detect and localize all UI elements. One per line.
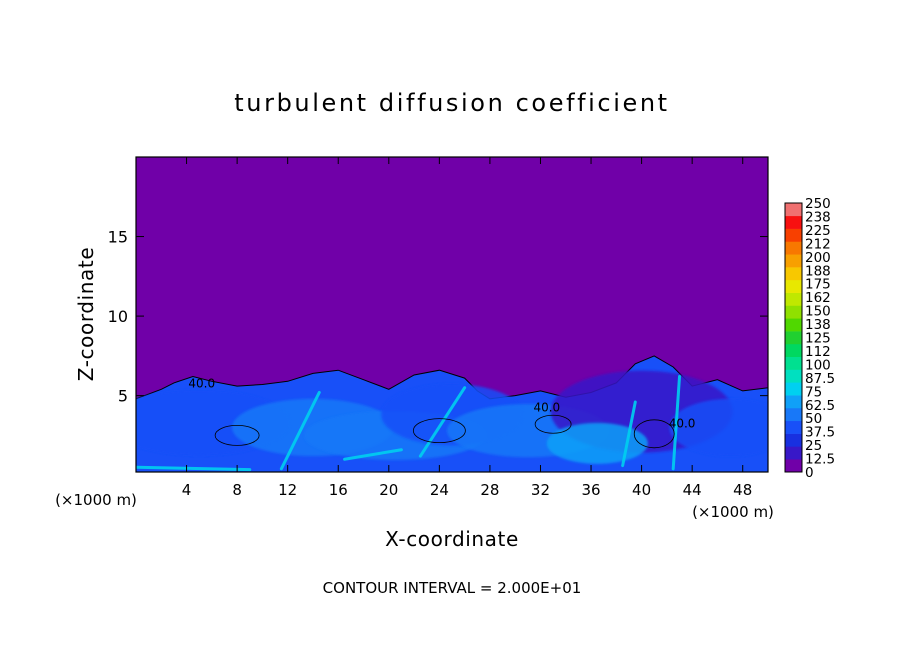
colorbar-swatch xyxy=(785,420,802,434)
colorbar-label: 50 xyxy=(805,411,822,427)
colorbar-swatch xyxy=(785,356,802,370)
colorbar-swatch xyxy=(785,395,802,409)
colorbar-swatch xyxy=(785,446,802,460)
y-tick-label: 15 xyxy=(108,228,128,247)
colorbar-label: 87.5 xyxy=(805,371,835,387)
colorbar-label: 62.5 xyxy=(805,398,835,414)
colorbar-swatch xyxy=(785,203,802,217)
plot-area xyxy=(136,157,768,472)
colorbar-label: 37.5 xyxy=(805,425,835,441)
colorbar-label: 25 xyxy=(805,438,822,454)
contour-label: 40.0 xyxy=(669,416,696,430)
colorbar-swatch xyxy=(785,343,802,358)
colorbar-swatch xyxy=(785,382,802,396)
colorbar-swatch xyxy=(785,331,802,345)
colorbar-label: 138 xyxy=(805,317,831,333)
colorbar-label: 188 xyxy=(805,263,831,279)
colorbar-swatch xyxy=(785,215,802,229)
x-tick-label: 12 xyxy=(278,481,297,499)
colorbar-label: 100 xyxy=(805,357,831,373)
eddy-region-6 xyxy=(669,398,768,457)
x-axis: 4 8 12 16 20 24 28 32 36 40 44 48 xyxy=(182,157,752,499)
colorbar-swatch xyxy=(785,292,802,306)
eddy-region-7 xyxy=(546,422,648,464)
x-tick-label: 40 xyxy=(632,481,651,499)
plot-frame xyxy=(135,156,769,473)
x-axis-label: X-coordinate xyxy=(385,527,519,551)
colorbar-swatch xyxy=(785,228,802,242)
contour-labels: 40.0 40.0 40.0 xyxy=(188,377,695,431)
colorbar-swatch xyxy=(785,267,802,281)
colorbar-swatch xyxy=(785,369,802,383)
colorbar-label: 0 xyxy=(805,465,814,481)
colorbar-swatch xyxy=(785,318,802,332)
colorbar-swatch xyxy=(785,433,802,447)
contour-label: 40.0 xyxy=(533,401,560,415)
colorbar-label: 200 xyxy=(805,250,831,266)
colorbar-swatch xyxy=(785,241,802,255)
x-tick-label: 24 xyxy=(430,481,449,499)
colorbar-label: 175 xyxy=(805,277,831,293)
high-value-streak-0 xyxy=(279,390,321,471)
x-tick-label: 8 xyxy=(232,481,242,499)
contour-interval-note: CONTOUR INTERVAL = 2.000E+01 xyxy=(323,579,582,597)
turbulent-layer xyxy=(136,355,768,472)
colorbar-label: 150 xyxy=(805,304,831,320)
contour-label: 40.0 xyxy=(188,377,215,391)
x-tick-label: 32 xyxy=(531,481,550,499)
x-unit-right: (×1000 m) xyxy=(692,503,774,521)
colorbar: 2502382252122001881751621501381251121008… xyxy=(784,196,835,481)
chart-title: turbulent diffusion coefficient xyxy=(234,89,669,117)
x-tick-label: 28 xyxy=(480,481,499,499)
contour-line-2 xyxy=(534,414,572,434)
contour-line-1 xyxy=(412,418,466,444)
colorbar-swatch xyxy=(785,254,802,268)
colorbar-swatch xyxy=(785,279,802,293)
high-value-streak-3 xyxy=(621,400,637,468)
colorbar-frame xyxy=(784,202,803,473)
colorbar-swatch xyxy=(785,459,802,473)
high-value-streak-2 xyxy=(418,386,467,458)
y-tick-label: 5 xyxy=(118,387,128,406)
x-tick-label: 44 xyxy=(683,481,702,499)
x-tick-label: 16 xyxy=(329,481,348,499)
y-tick-label: 10 xyxy=(108,307,128,326)
x-tick-label: 20 xyxy=(379,481,398,499)
colorbar-label: 250 xyxy=(805,196,831,212)
contour-line-3 xyxy=(633,419,675,449)
colorbar-label: 238 xyxy=(805,209,831,225)
y-axis-label: Z-coordinate xyxy=(74,247,98,381)
colorbar-label: 212 xyxy=(805,236,831,252)
colorbar-label: 112 xyxy=(805,344,831,360)
x-unit-left: (×1000 m) xyxy=(55,491,137,509)
x-tick-label: 48 xyxy=(733,481,752,499)
colorbar-label: 75 xyxy=(805,384,822,400)
x-tick-label: 4 xyxy=(182,481,192,499)
x-tick-label: 36 xyxy=(581,481,600,499)
contour-line-0 xyxy=(214,425,260,446)
colorbar-label: 12.5 xyxy=(805,452,835,468)
colorbar-swatch xyxy=(785,407,802,422)
high-value-streak-4 xyxy=(671,375,682,471)
colorbar-swatch xyxy=(785,305,802,319)
high-value-streak-1 xyxy=(343,448,403,461)
y-axis: 5 10 15 xyxy=(108,228,768,406)
colorbar-label: 225 xyxy=(805,223,831,239)
high-value-streak-5 xyxy=(136,465,252,472)
colorbar-label: 162 xyxy=(805,290,831,306)
colorbar-label: 125 xyxy=(805,331,831,347)
